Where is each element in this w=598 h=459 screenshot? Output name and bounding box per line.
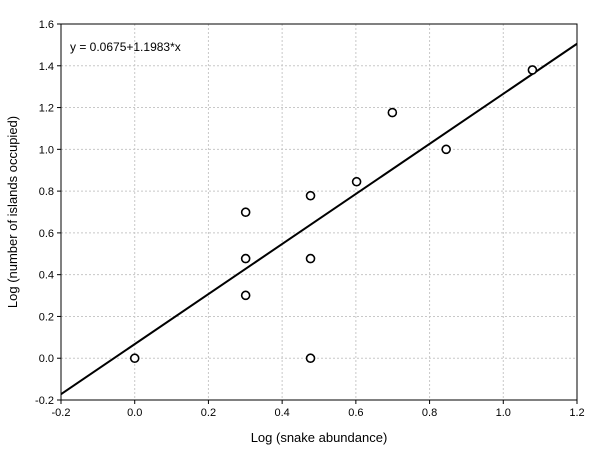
x-tick-label: -0.2 [52,407,71,419]
data-point [240,290,251,301]
y-tick-label: 1.2 [39,103,54,115]
data-point [240,253,251,264]
axis-ticks [57,23,578,404]
data-point [441,144,451,155]
data-point [305,190,316,201]
x-tick-label: 0.4 [274,407,289,419]
grid-lines [61,24,577,400]
data-point [527,65,538,75]
regression-equation: y = 0.0675+1.1983*x [70,40,181,54]
x-tick-labels: -0.2 0.0 0.2 0.4 0.6 0.8 1.0 1.2 [52,407,585,419]
data-point [387,107,398,118]
plot-area [60,23,578,401]
regression-line [60,42,578,396]
y-tick-label: 0.6 [39,228,54,240]
x-tick-label: 1.0 [496,407,511,419]
y-tick-label: 0.8 [39,186,54,198]
data-point [129,353,140,364]
x-tick-label: 1.2 [569,407,584,419]
data-point [240,207,251,218]
y-tick-label: 1.4 [39,61,54,73]
y-tick-label: 1.6 [39,19,54,31]
y-tick-label: -0.2 [35,395,54,407]
y-tick-label: 0.0 [39,353,54,365]
data-point [305,353,316,364]
data-points [129,65,538,364]
y-tick-label: 0.4 [39,270,54,282]
y-tick-label: 0.2 [39,311,54,323]
data-point [305,253,316,264]
y-axis-label: Log (number of islands occupied) [5,116,20,308]
x-tick-label: 0.6 [348,407,363,419]
x-tick-label: 0.8 [422,407,437,419]
x-tick-label: 0.2 [201,407,216,419]
data-point [351,176,362,187]
y-tick-labels: -0.2 0.0 0.2 0.4 0.6 0.8 1.0 1.2 1.4 1.6 [35,19,54,407]
x-tick-label: 0.0 [127,407,142,419]
x-axis-label: Log (snake abundance) [251,430,388,445]
y-tick-label: 1.0 [39,144,54,156]
